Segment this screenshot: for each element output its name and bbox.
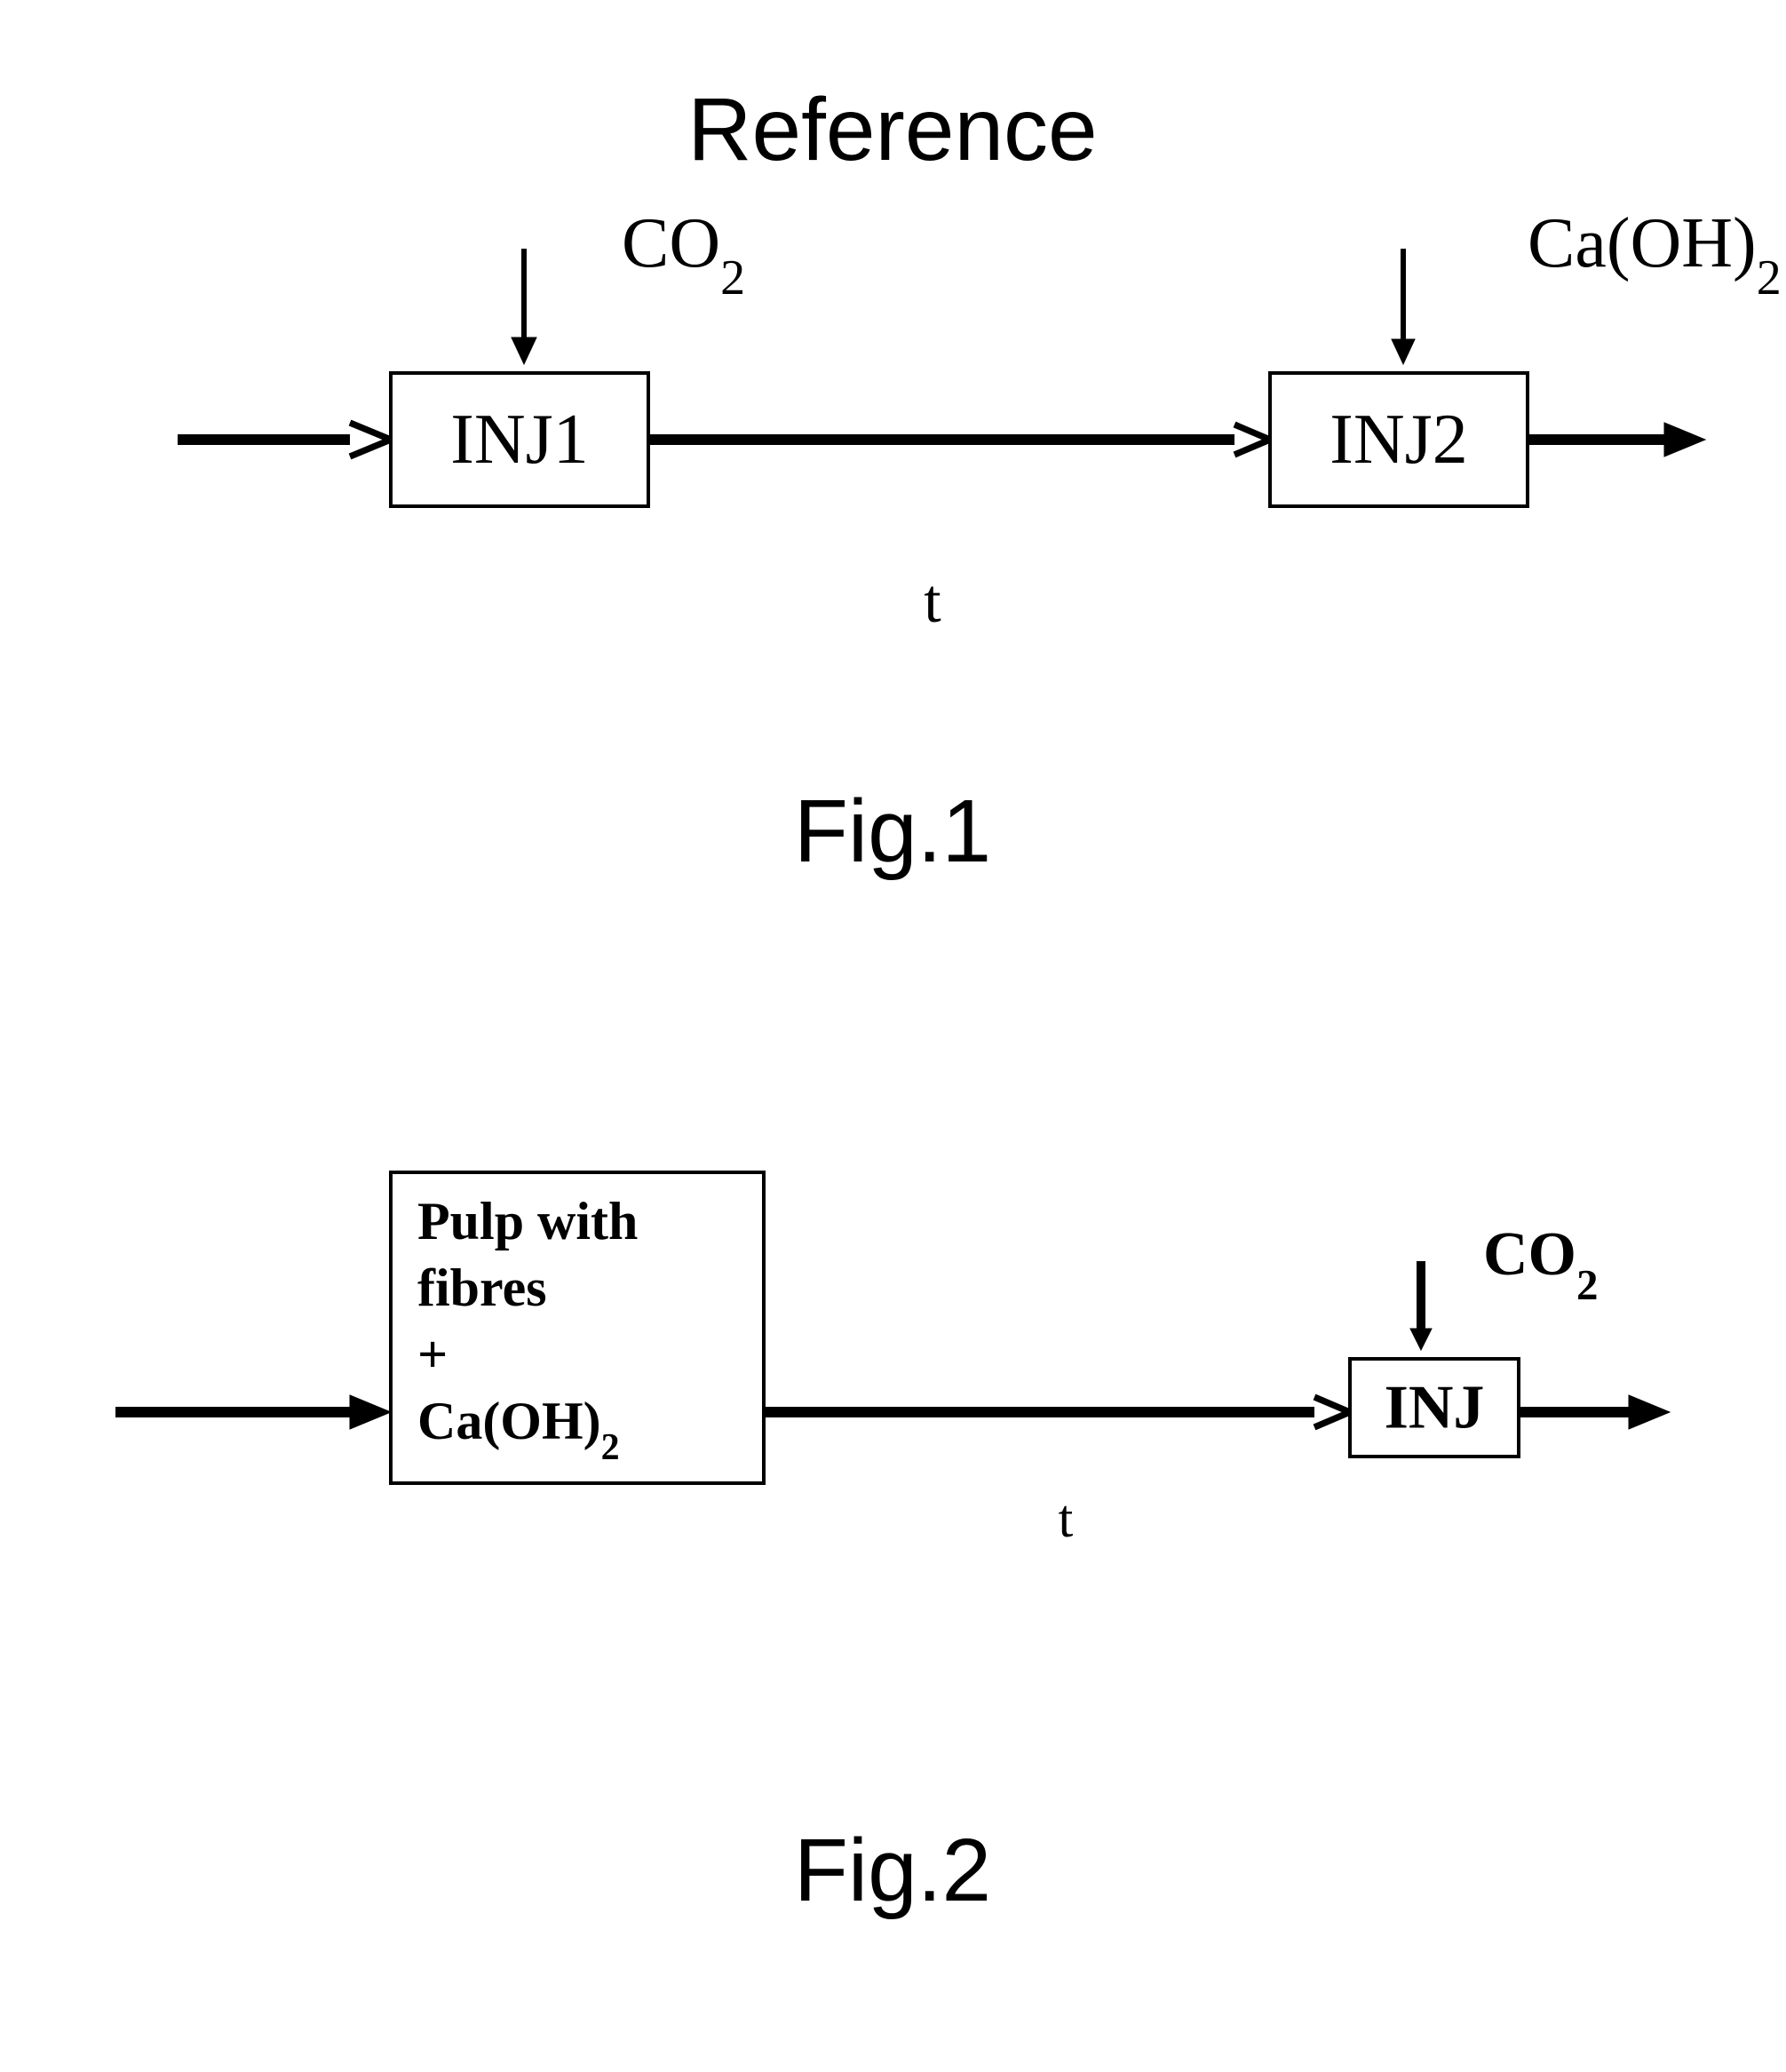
fig2-pulp-line-2: + [417, 1325, 448, 1384]
fig1-title: Reference [687, 80, 1097, 179]
fig1-inj1-label: INJ1 [450, 401, 589, 479]
fig2-arrow-out [1519, 1395, 1670, 1429]
diagram-canvas: Reference CO2 Ca(OH)2 INJ1 INJ2 t Fig.1 Pulp wi… [0, 0, 1786, 2072]
fig1-caoh2-label: Ca(OH)2 [1528, 204, 1782, 306]
fig2-arrow-mid [764, 1397, 1350, 1427]
fig2-co2-label: CO2 [1483, 1220, 1599, 1309]
fig1-arrow-mid [648, 425, 1270, 455]
fig1-arrow-in [178, 423, 391, 456]
fig1-inj2-label: INJ2 [1330, 401, 1468, 479]
fig1-co2-label: CO2 [622, 204, 745, 306]
fig2-inj-label: INJ [1385, 1374, 1485, 1442]
fig2-arrow-in [115, 1395, 391, 1429]
fig1-co2-label-text: CO2 [622, 204, 745, 306]
fig1-arrow-out [1528, 423, 1705, 456]
fig2-co2-arrow [1410, 1261, 1432, 1350]
fig1-caption: Fig.1 [794, 782, 991, 881]
fig2-caption: Fig.2 [794, 1821, 991, 1920]
fig1-caoh2-arrow [1392, 249, 1415, 364]
fig1-t-label: t [924, 568, 941, 636]
fig1-co2-arrow [512, 249, 536, 364]
fig2-pulp-line-1: fibres [417, 1258, 547, 1317]
fig1-caoh2-label-text: Ca(OH)2 [1528, 204, 1782, 306]
fig2-t-label: t [1059, 1489, 1074, 1548]
fig2-co2-label-text: CO2 [1483, 1220, 1599, 1309]
fig2-pulp-line-0: Pulp with [417, 1192, 638, 1250]
